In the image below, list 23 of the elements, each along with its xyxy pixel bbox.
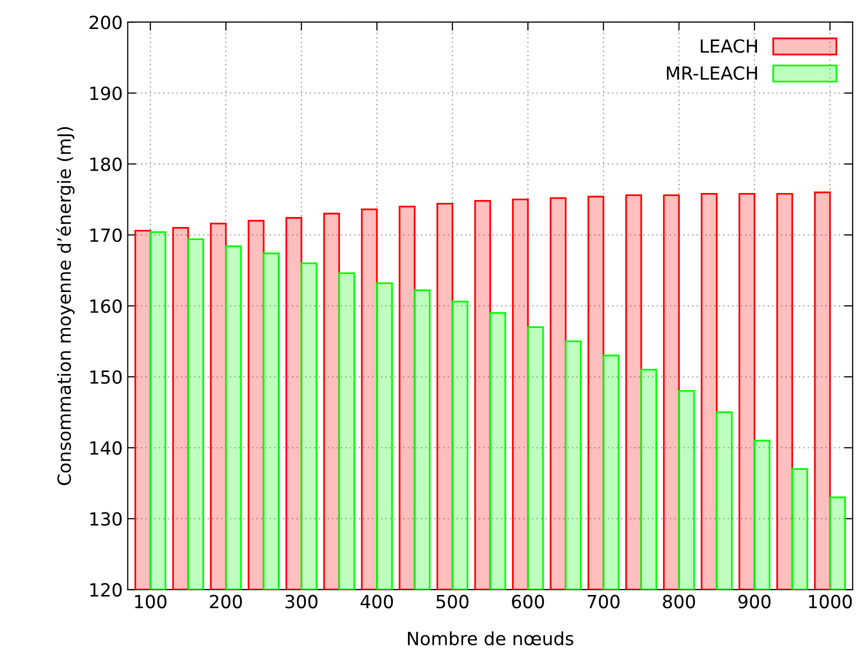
- x-tick-label: 800: [662, 594, 695, 608]
- y-tick-label: 120: [90, 583, 122, 597]
- x-tick-label: 700: [588, 594, 620, 608]
- y-tick-label: 200: [90, 16, 122, 30]
- y-tick-label: 130: [90, 512, 122, 526]
- x-tick-label: 500: [436, 594, 468, 608]
- y-tick-label: 190: [90, 86, 122, 100]
- x-tick-label: 900: [738, 594, 771, 608]
- y-tick-label: 140: [90, 441, 122, 455]
- y-tick-label: 180: [90, 157, 122, 172]
- x-tick-label: 100: [135, 594, 166, 608]
- y-tick-label: 150: [90, 370, 122, 384]
- x-tick-label: 1000: [809, 594, 852, 608]
- x-tick-label: 400: [360, 594, 393, 608]
- y-tick-label: 160: [90, 299, 122, 313]
- legend-label: MR-LEACH: [666, 66, 757, 80]
- x-tick-label: 600: [512, 594, 544, 608]
- x-axis-title: Nombre de nœuds: [408, 631, 574, 646]
- x-tick-label: 200: [210, 594, 242, 608]
- y-tick-label: 170: [90, 228, 122, 242]
- x-tick-label: 300: [286, 594, 318, 608]
- y-axis-title: Consommation moyenne d’énergie (mJ): [56, 127, 75, 486]
- legend-label: LEACH: [700, 39, 757, 53]
